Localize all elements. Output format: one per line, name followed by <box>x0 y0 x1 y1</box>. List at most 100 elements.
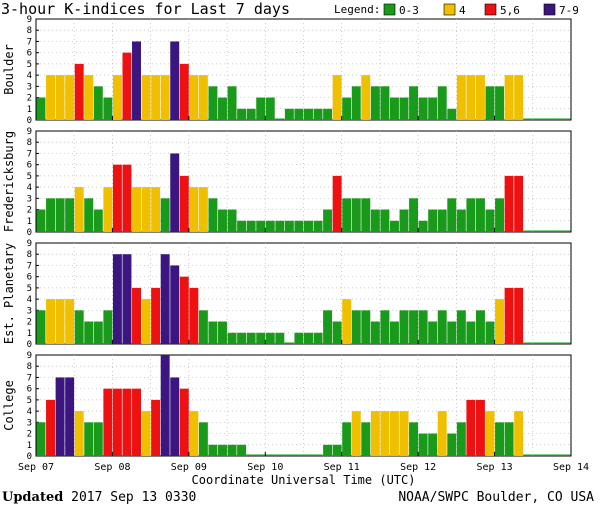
bar-3-53 <box>542 454 552 456</box>
station-name-0: Boulder <box>2 44 16 95</box>
bar-1-52 <box>532 230 543 232</box>
bar-1-53 <box>542 230 552 232</box>
bar-2-45 <box>466 321 476 344</box>
bar-3-2 <box>55 377 65 456</box>
bar-1-22 <box>246 220 256 232</box>
y-tick-label: 2 <box>27 206 32 216</box>
bar-1-13 <box>160 198 170 232</box>
bar-3-16 <box>189 411 199 456</box>
y-tick-label: 2 <box>27 318 32 328</box>
bar-0-29 <box>313 108 323 120</box>
bar-0-20 <box>227 86 237 120</box>
bar-0-22 <box>246 108 256 120</box>
bar-2-22 <box>246 332 256 344</box>
x-tick-label: Sep 08 <box>94 462 130 473</box>
bar-0-35 <box>370 86 380 120</box>
bar-0-46 <box>475 75 485 120</box>
bar-3-27 <box>293 454 304 456</box>
bar-2-1 <box>46 299 56 344</box>
bar-1-0 <box>36 209 46 232</box>
station-name-3: College <box>2 380 16 431</box>
bar-1-25 <box>275 220 285 232</box>
bar-2-3 <box>65 299 75 344</box>
bar-3-11 <box>141 411 151 456</box>
bar-3-6 <box>93 422 103 456</box>
legend-swatch-3 <box>543 3 556 16</box>
y-tick-label: 8 <box>27 362 32 372</box>
bar-2-54 <box>551 342 562 344</box>
x-tick-label: Sep 07 <box>18 462 54 473</box>
station-name-2: Est. Planetary <box>2 243 16 344</box>
bar-2-31 <box>332 321 342 344</box>
bar-3-43 <box>447 433 457 456</box>
bar-3-8 <box>112 388 122 456</box>
bar-2-48 <box>495 299 505 344</box>
legend-swatch-0 <box>383 3 396 16</box>
bar-0-50 <box>514 75 524 120</box>
bar-0-3 <box>65 75 75 120</box>
bar-3-44 <box>456 422 466 456</box>
x-axis-label: Coordinate Universal Time (UTC) <box>192 473 416 487</box>
bar-3-49 <box>504 422 514 456</box>
bar-2-9 <box>122 254 132 344</box>
bar-1-47 <box>485 209 495 232</box>
bar-2-8 <box>112 254 122 344</box>
bar-0-41 <box>428 97 438 120</box>
bar-2-46 <box>475 310 485 344</box>
bar-1-55 <box>561 230 571 232</box>
bar-2-38 <box>399 310 409 344</box>
bar-1-40 <box>418 220 428 232</box>
bar-3-0 <box>36 422 46 456</box>
bar-3-19 <box>218 444 227 456</box>
y-tick-label: 9 <box>27 351 32 361</box>
bar-1-3 <box>65 198 75 232</box>
bar-3-26 <box>284 454 294 456</box>
bar-3-24 <box>265 454 275 456</box>
bar-2-52 <box>532 342 543 344</box>
bar-3-34 <box>361 422 371 456</box>
bar-0-43 <box>447 108 457 120</box>
bar-1-21 <box>237 220 247 232</box>
y-tick-label: 0 <box>27 452 32 462</box>
bar-0-28 <box>304 108 313 120</box>
bar-0-18 <box>208 86 218 120</box>
bar-0-55 <box>561 118 571 120</box>
bar-2-53 <box>542 342 552 344</box>
legend-swatch-2 <box>484 3 497 16</box>
bar-1-44 <box>456 209 466 232</box>
bar-3-54 <box>551 454 562 456</box>
bar-1-32 <box>342 198 352 232</box>
bar-2-34 <box>361 310 371 344</box>
legend-title: Legend: <box>334 3 380 16</box>
bar-1-36 <box>380 209 390 232</box>
bar-1-35 <box>370 209 380 232</box>
bar-1-43 <box>447 198 457 232</box>
bar-2-10 <box>132 287 141 344</box>
updated-label: Updated <box>2 490 64 505</box>
bar-1-17 <box>198 187 208 232</box>
y-tick-label: 3 <box>27 82 32 92</box>
y-tick-label: 5 <box>27 172 32 182</box>
bar-0-33 <box>351 86 361 120</box>
bar-3-50 <box>514 411 524 456</box>
bar-3-30 <box>323 444 333 456</box>
bar-1-30 <box>323 209 333 232</box>
bar-2-26 <box>284 342 294 344</box>
bar-0-32 <box>342 97 352 120</box>
bar-2-51 <box>523 342 533 344</box>
y-tick-label: 6 <box>27 161 32 171</box>
bar-3-31 <box>332 444 342 456</box>
bar-0-27 <box>294 108 304 120</box>
bar-2-19 <box>218 321 227 344</box>
bar-2-6 <box>93 321 103 344</box>
bar-2-7 <box>103 310 113 344</box>
bar-2-39 <box>409 310 419 344</box>
bar-0-6 <box>93 86 103 120</box>
bar-0-14 <box>170 41 180 120</box>
bar-0-40 <box>418 97 428 120</box>
bar-0-24 <box>265 97 275 120</box>
bar-3-10 <box>132 388 141 456</box>
y-tick-label: 7 <box>27 149 32 159</box>
y-tick-label: 4 <box>27 71 32 81</box>
bar-2-33 <box>351 310 361 344</box>
